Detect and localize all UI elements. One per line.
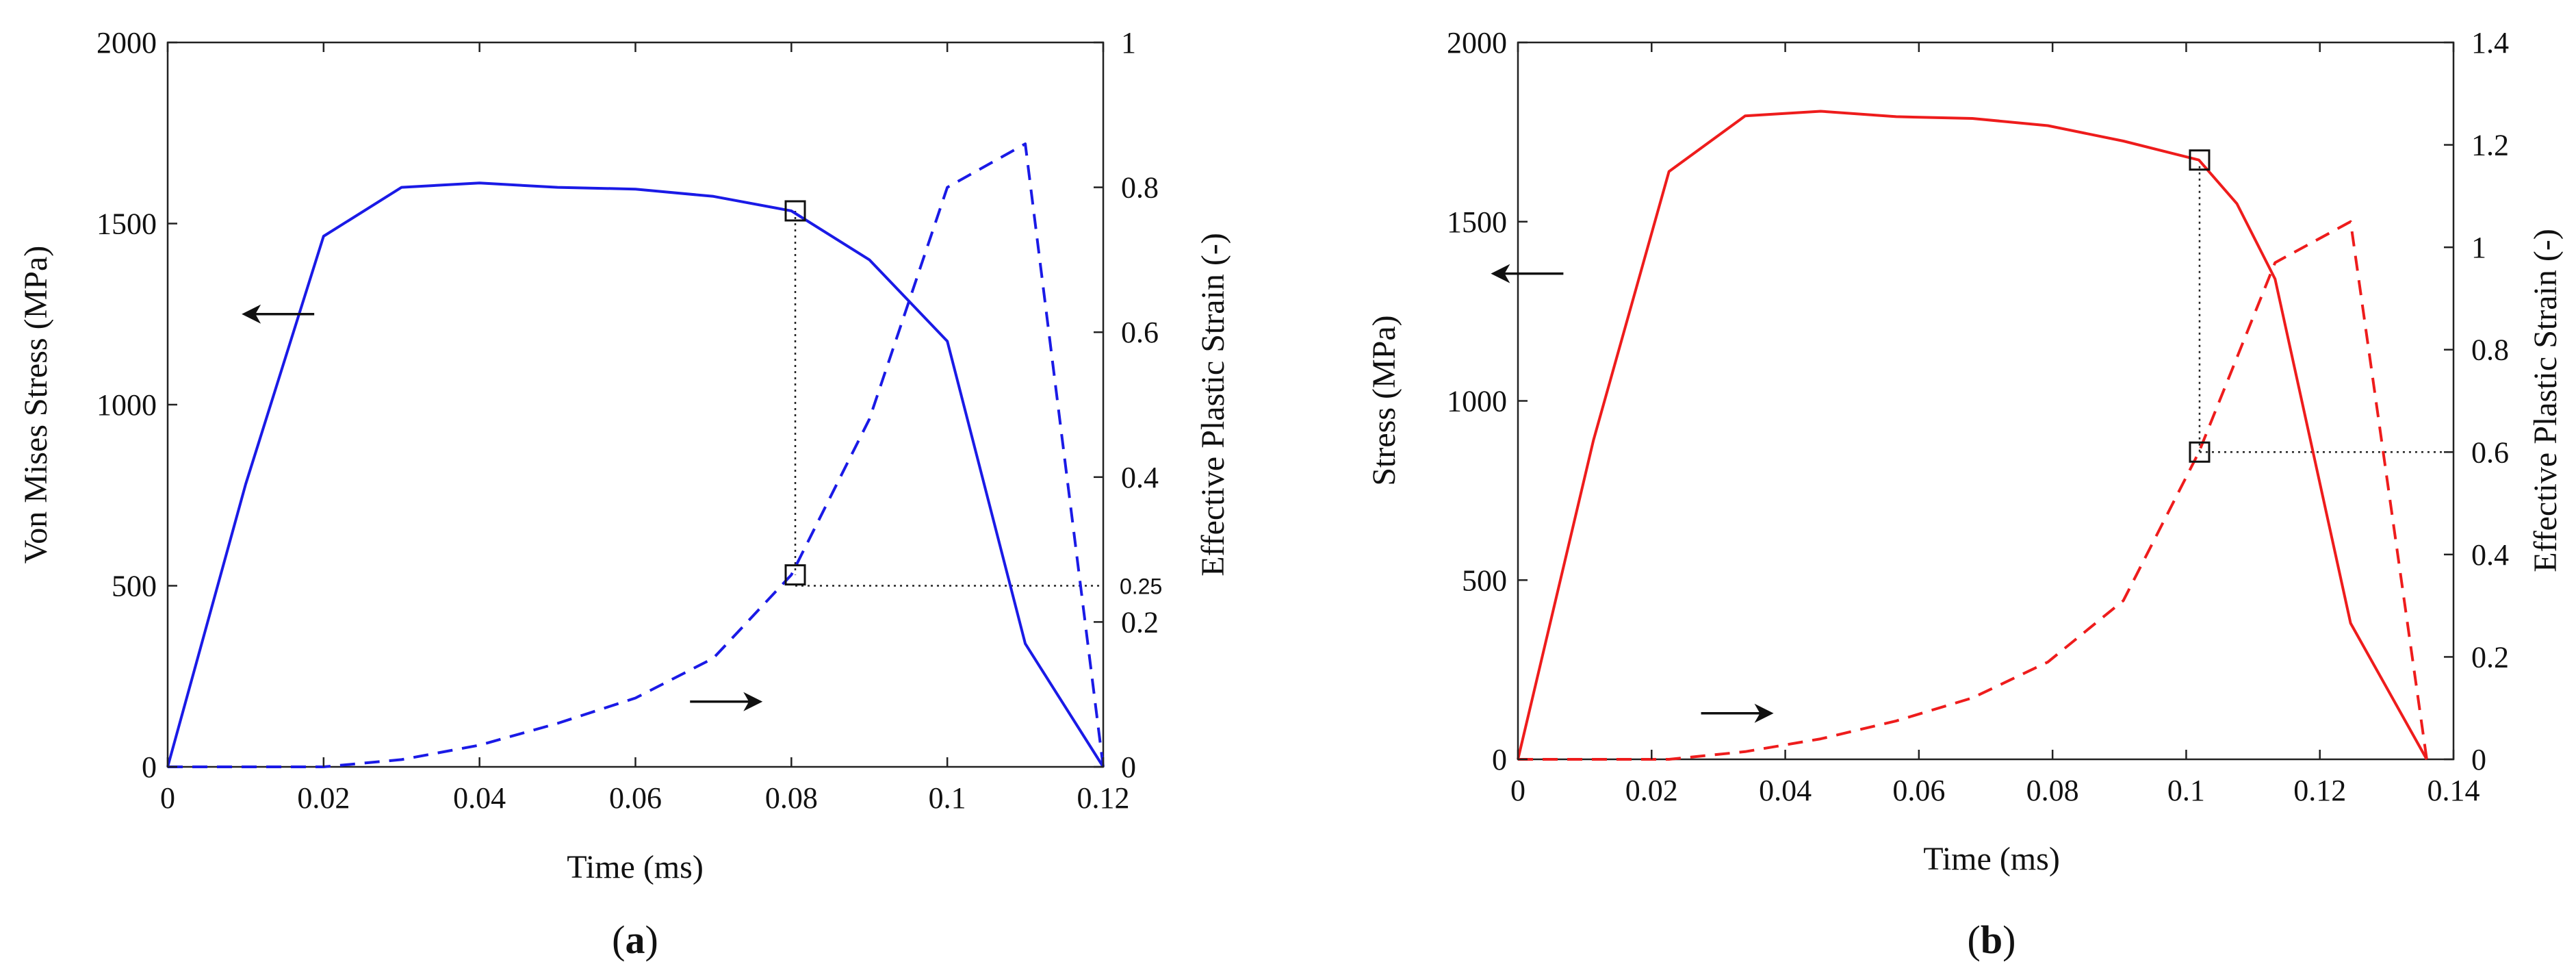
caption-b-open: ( — [1968, 917, 1981, 962]
y-right-tick-label: 0.2 — [1121, 605, 1159, 639]
y-right-tick-label: 0.6 — [1121, 316, 1159, 349]
caption-a-close: ) — [645, 917, 658, 962]
x-tick-label: 0.02 — [1625, 774, 1678, 807]
square-marker — [2189, 149, 2211, 171]
panel-a: 0 0.02 0.04 0.06 0.08 0.1 0.120500100015002000… — [18, 26, 1231, 962]
x-tick-label: 0.12 — [2293, 774, 2346, 807]
y-left-tick-label: 1500 — [1447, 205, 1507, 239]
caption-b-close: ) — [2002, 917, 2015, 962]
x-tick-label: 0.08 — [2026, 774, 2079, 807]
y-left-tick-label: 500 — [1462, 564, 1507, 597]
y-right-tick-label: 0 — [1121, 750, 1136, 784]
panel-b: 0 0.02 0.04 0.06 0.08 0.1 0.12 0.14050010001500… — [1366, 26, 2564, 962]
stress-series-line — [1517, 110, 2428, 760]
y-axis-right-label-a: Effective Plastic Strain (-) — [1195, 233, 1231, 577]
x-tick-label: 0.08 — [765, 781, 818, 815]
y-right-extra-tick-label: 0.25 — [1120, 574, 1162, 599]
y-left-tick-label: 1000 — [96, 388, 157, 422]
x-axis-label-b: Time (ms) — [1923, 841, 2060, 877]
y-left-tick-label: 2000 — [1447, 26, 1507, 60]
x-axis-label-a: Time (ms) — [567, 849, 704, 885]
caption-a: (a) — [612, 917, 658, 962]
x-tick-label: 0.1 — [2167, 774, 2205, 807]
y-right-tick-label: 0.6 — [2471, 435, 2509, 469]
y-right-tick-label: 0.4 — [1121, 461, 1159, 494]
y-right-tick-label: 0.2 — [2471, 640, 2509, 674]
x-tick-label: 0 — [1510, 774, 1525, 807]
y-left-tick-label: 1000 — [1447, 385, 1507, 418]
x-tick-label: 0.04 — [453, 781, 506, 815]
y-left-tick-label: 500 — [112, 570, 157, 603]
x-tick-label: 0.06 — [609, 781, 662, 815]
x-tick-label: 0.02 — [297, 781, 350, 815]
y-right-tick-label: 1.2 — [2471, 129, 2509, 162]
y-left-tick-label: 1500 — [96, 207, 157, 241]
y-axis-left-label-b: Stress (MPa) — [1366, 315, 1402, 485]
y-axis-right-label-b: Effective Plastic Strain (-) — [2527, 229, 2564, 572]
y-right-tick-label: 0.4 — [2471, 538, 2509, 572]
x-tick-label: 0.06 — [1892, 774, 1945, 807]
y-left-tick-label: 0 — [1492, 743, 1507, 776]
y-right-tick-label: 1 — [2471, 231, 2486, 264]
y-right-tick-label: 0 — [2471, 743, 2486, 776]
plot-frame-b — [1517, 41, 2455, 761]
strain-series-line — [1518, 220, 2428, 761]
y-left-tick-label: 2000 — [96, 26, 157, 60]
axis-indicator-arrow-right — [1701, 703, 1774, 723]
axis-indicator-arrow-right — [690, 692, 763, 711]
x-tick-label: 0 — [160, 781, 175, 815]
caption-b: (b) — [1968, 917, 2016, 962]
axis-indicator-arrow-left — [1491, 264, 1564, 283]
x-tick-label: 0.12 — [1077, 781, 1130, 815]
caption-a-open: ( — [612, 917, 625, 962]
square-marker — [2189, 441, 2211, 463]
y-right-tick-label: 0.8 — [2471, 333, 2509, 367]
x-tick-label: 0.14 — [2427, 774, 2480, 807]
x-tick-label: 0.04 — [1759, 774, 1812, 807]
y-right-tick-label: 1 — [1121, 26, 1136, 60]
y-axis-left-label-a: Von Mises Stress (MPa) — [18, 246, 54, 564]
y-right-tick-label: 0.8 — [1121, 171, 1159, 205]
caption-a-letter: a — [626, 917, 645, 962]
stress-series-line — [166, 181, 1105, 768]
square-marker — [784, 564, 806, 586]
caption-b-letter: b — [1981, 917, 2002, 962]
y-left-tick-label: 0 — [142, 750, 157, 784]
x-tick-label: 0.1 — [929, 781, 966, 815]
axis-indicator-arrow-left — [242, 304, 315, 324]
y-right-tick-label: 1.4 — [2471, 26, 2509, 60]
strain-series-line — [168, 142, 1105, 768]
square-marker — [784, 200, 806, 222]
